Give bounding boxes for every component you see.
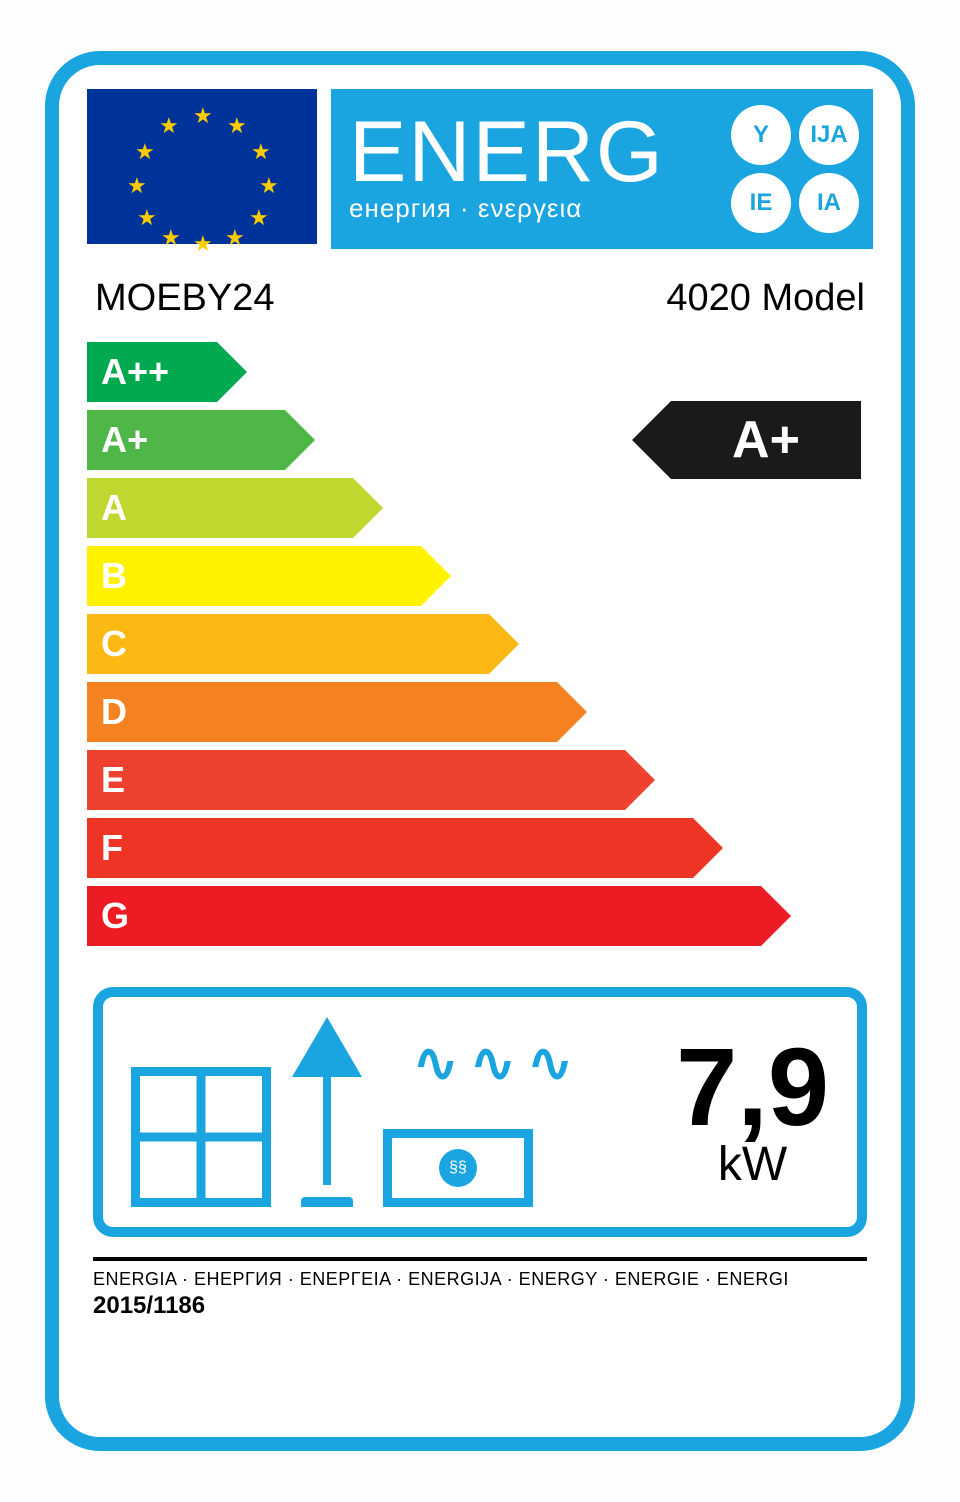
scale-arrow-label: G (101, 895, 129, 937)
footer-languages: ENERGIA · ЕНЕРГИЯ · ΕΝΕΡΓΕΙΑ · ENERGIJA … (93, 1269, 867, 1290)
scale-arrow: D (87, 682, 557, 742)
footer: ENERGIA · ЕНЕРГИЯ · ΕΝΕΡΓΕΙΑ · ENERGIJA … (93, 1257, 867, 1320)
regulation-number: 2015/1186 (93, 1292, 867, 1320)
scale-arrow: E (87, 750, 625, 810)
class-indicator: A+ (671, 401, 861, 479)
energy-label: ★ ★ ★ ★ ★ ★ ★ ★ ★ ★ ★ ★ ENERG енергия · … (45, 51, 915, 1451)
lamp-icon (297, 1017, 357, 1207)
lang-circle: IJA (799, 105, 859, 165)
header: ★ ★ ★ ★ ★ ★ ★ ★ ★ ★ ★ ★ ENERG енергия · … (87, 89, 873, 249)
scale-arrow: G (87, 886, 761, 946)
lang-circle: IA (799, 173, 859, 233)
scale-arrow-label: A+ (101, 419, 148, 461)
scale-arrow: A++ (87, 342, 217, 402)
scale-arrow: A+ (87, 410, 285, 470)
power-value-block: 7,9 kW (676, 1033, 829, 1192)
scale-arrow-label: B (101, 555, 127, 597)
energ-title-block: ENERG енергия · ενεργεια Y IJA IE IA (331, 89, 873, 249)
scale-arrow-label: A++ (101, 351, 169, 393)
power-value: 7,9 (676, 1033, 829, 1143)
scale-arrow-label: F (101, 827, 123, 869)
scale-arrow-label: D (101, 691, 127, 733)
window-icon (131, 1067, 271, 1207)
scale-arrow-label: E (101, 759, 125, 801)
heater-icon: ∿∿∿ §§ (383, 1047, 533, 1207)
energ-subtitle: енергия · ενεργεια (349, 193, 721, 224)
lang-circle: Y (731, 105, 791, 165)
scale-arrow-label: A (101, 487, 127, 529)
energ-title: ENERG (349, 114, 721, 191)
scale-arrow: C (87, 614, 489, 674)
supplier-name: MOEBY24 (95, 277, 275, 320)
heating-pictogram: ∿∿∿ §§ (131, 1017, 646, 1207)
scale-arrow: F (87, 818, 693, 878)
scale-arrow: A (87, 478, 353, 538)
supplier-row: MOEBY24 4020 Model (95, 277, 865, 320)
efficiency-scale: A+ A++ A+ ABCDEFG (87, 342, 867, 957)
scale-arrow-label: C (101, 623, 127, 665)
power-box: ∿∿∿ §§ 7,9 kW (93, 987, 867, 1237)
language-circles: Y IJA IE IA (731, 105, 859, 233)
scale-arrow: B (87, 546, 421, 606)
eu-flag-icon: ★ ★ ★ ★ ★ ★ ★ ★ ★ ★ ★ ★ (87, 89, 317, 244)
model-name: 4020 Model (666, 277, 865, 320)
lang-circle: IE (731, 173, 791, 233)
class-indicator-label: A+ (732, 410, 800, 470)
